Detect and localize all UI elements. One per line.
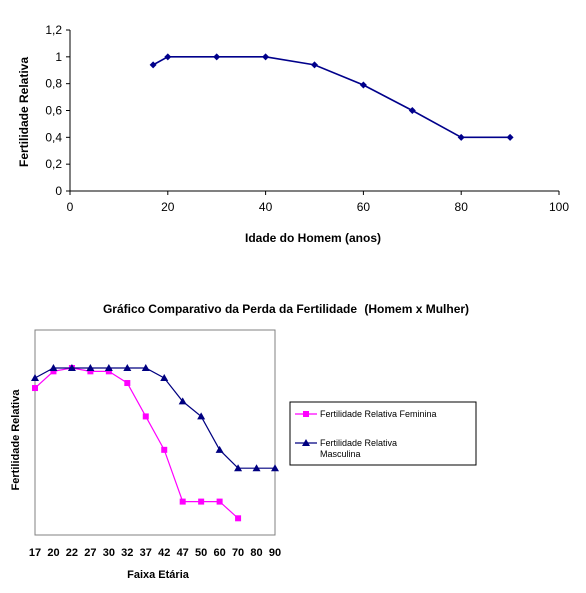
legend-marker-feminina [303,411,309,417]
chart-2-x-tick-label: 60 [213,547,225,559]
legend-marker-masculina [302,439,310,446]
chart-1-y-tick-label: 0 [55,184,62,198]
chart-2-series [31,364,279,522]
chart-2-title-suffix: (Homem x Mulher) [364,302,469,316]
chart-2-point-feminina [216,498,223,505]
legend-label-masculina-line2: Masculina [320,449,361,459]
chart-2-point-masculina [141,364,150,371]
chart-2-legend: Fertilidade Relativa Feminina Fertilidad… [289,401,477,466]
chart-1-x-tick-label: 80 [455,200,469,214]
chart-2-x-tick-label: 70 [232,547,244,559]
chart-2: Gráfico Comparativo da Perda da Fertilid… [10,302,477,581]
chart-2-point-masculina [104,364,113,371]
chart-2-x-tick-label: 27 [84,547,96,559]
chart-1-x-ticks: 0 20 40 60 80 100 [67,191,569,214]
chart-1-y-tick-label: 0,8 [45,77,62,91]
chart-2-point-feminina [124,380,131,387]
chart-1-x-tick-label: 60 [357,200,371,214]
chart-1-y-tick-label: 0,2 [45,157,62,171]
chart-1-point [311,61,318,69]
chart-1-x-tick-label: 0 [67,200,74,214]
chart-2-point-masculina [178,397,187,405]
chart-2-x-tick-label: 20 [47,547,59,559]
chart-2-x-tick-label: 90 [269,547,281,559]
chart-2-point-feminina [198,498,205,505]
chart-2-point-feminina [179,498,186,505]
chart-2-point-feminina [142,413,149,420]
chart-2-point-masculina [234,464,243,472]
chart-1-point [506,133,514,141]
chart-2-series-line [34,367,275,469]
chart-2-title-main: Gráfico Comparativo da Perda da Fertilid… [103,302,357,316]
chart-2-y-axis-label: Fertilidade Relativa [10,389,22,491]
chart-1-point [149,61,157,69]
chart-1-y-tick-label: 1 [55,50,62,64]
chart-2-point-feminina [105,368,112,375]
chart-1: 0 0,2 0,4 0,6 0,8 1 1,2 0 20 40 60 80 100 Fertilida… [17,23,569,245]
chart-2-point-masculina [197,412,206,420]
chart-2-x-ticks: 17 20 22 27 30 32 37 42 47 50 60 70 80 90 [29,547,281,559]
chart-2-x-tick-label: 30 [103,547,115,559]
chart-2-point-feminina [32,385,38,392]
chart-2-x-tick-label: 42 [158,547,170,559]
chart-2-point-masculina [123,364,132,371]
chart-2-x-tick-label: 80 [250,547,262,559]
chart-2-point-masculina [215,445,224,453]
chart-1-y-ticks: 0 0,2 0,4 0,6 0,8 1 1,2 [45,23,70,198]
chart-1-point [408,107,416,114]
chart-1-point [262,53,270,61]
chart-1-y-axis-label: Fertilidade Relativa [17,57,31,167]
chart-2-point-masculina [252,464,261,472]
chart-1-x-axis-label: Idade do Homem (anos) [245,231,381,245]
chart-1-series-line [152,56,511,139]
chart-2-x-tick-label: 50 [195,547,207,559]
chart-1-axes [69,30,559,192]
chart-1-point [359,81,367,89]
chart-2-x-tick-label: 37 [140,547,152,559]
chart-2-x-tick-label: 17 [29,547,41,559]
chart-2-x-tick-label: 32 [121,547,133,559]
chart-2-point-feminina [50,368,57,375]
chart-2-x-tick-label: 22 [66,547,78,559]
legend-item-masculina: Fertilidade Relativa Masculina [295,438,400,459]
chart-1-y-tick-label: 0,6 [45,104,62,118]
chart-2-point-feminina [235,515,242,522]
chart-2-point-feminina [161,446,168,453]
chart-1-y-tick-label: 0,4 [45,130,62,144]
chart-2-point-masculina [86,364,95,371]
chart-2-point-feminina [87,368,94,375]
legend-label-masculina-line1: Fertilidade Relativa [320,438,397,448]
chart-1-y-tick-label: 1,2 [45,23,62,37]
chart-2-point-masculina [31,374,39,382]
chart-2-x-tick-label: 47 [177,547,189,559]
legend-label-masculina: Fertilidade Relativa Masculina [320,438,400,459]
chart-1-point [213,53,221,61]
chart-2-point-masculina [67,364,76,371]
chart-1-x-tick-label: 100 [549,200,569,214]
chart-1-x-tick-label: 20 [161,200,175,214]
chart-2-point-masculina [160,374,169,382]
legend-item-feminina: Fertilidade Relativa Feminina [295,409,437,419]
chart-2-point-masculina [49,364,58,371]
chart-1-x-tick-label: 40 [259,200,273,214]
chart-2-title: Gráfico Comparativo da Perda da Fertilid… [103,302,469,316]
chart-2-x-axis-label: Faixa Etária [127,569,190,581]
chart-1-point [164,53,172,61]
chart-1-point [457,133,465,141]
chart-1-series [149,53,514,141]
chart-2-legend-box [289,401,477,466]
chart-2-point-masculina [271,464,279,472]
legend-label-feminina: Fertilidade Relativa Feminina [320,409,437,419]
